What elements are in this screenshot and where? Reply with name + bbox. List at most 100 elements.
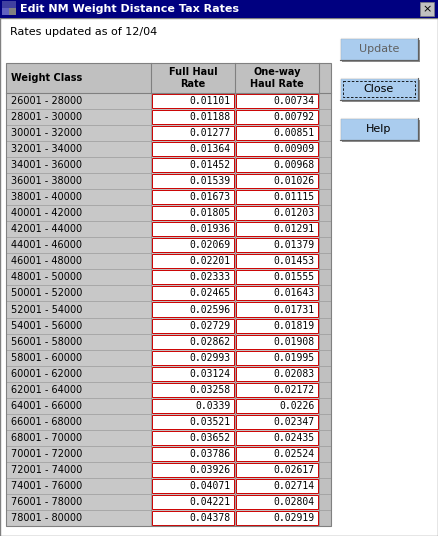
Text: 46001 - 48000: 46001 - 48000 <box>11 256 82 266</box>
Bar <box>236 174 318 188</box>
Text: 34001 - 36000: 34001 - 36000 <box>11 160 82 170</box>
Bar <box>6 333 151 349</box>
Bar <box>319 254 331 270</box>
Bar <box>6 366 151 382</box>
Bar <box>6 141 151 157</box>
Bar <box>319 301 331 317</box>
Bar <box>236 239 318 252</box>
Text: 0.01643: 0.01643 <box>274 288 315 299</box>
Bar <box>319 398 331 414</box>
Text: 74001 - 76000: 74001 - 76000 <box>11 481 82 491</box>
Text: 78001 - 80000: 78001 - 80000 <box>11 513 82 523</box>
Bar <box>236 110 318 124</box>
Text: 58001 - 60000: 58001 - 60000 <box>11 353 82 363</box>
Bar <box>6 398 151 414</box>
Bar <box>340 38 418 60</box>
Bar <box>152 334 234 348</box>
Text: 0.01364: 0.01364 <box>190 144 231 154</box>
Text: 26001 - 28000: 26001 - 28000 <box>11 96 82 106</box>
Bar <box>6 414 151 430</box>
Bar <box>6 349 151 366</box>
Text: Update: Update <box>359 44 399 54</box>
Bar <box>319 286 331 301</box>
Bar <box>236 495 318 509</box>
Bar <box>236 431 318 445</box>
Text: 0.0339: 0.0339 <box>196 401 231 411</box>
Bar <box>319 125 331 141</box>
Bar <box>236 479 318 493</box>
Bar <box>152 495 234 509</box>
Bar <box>319 478 331 494</box>
Text: 0.02862: 0.02862 <box>190 337 231 347</box>
Text: 0.02596: 0.02596 <box>190 304 231 315</box>
Bar <box>6 462 151 478</box>
Text: 0.02347: 0.02347 <box>274 417 315 427</box>
Text: 0.02714: 0.02714 <box>274 481 315 491</box>
Bar <box>152 94 234 108</box>
Text: 0.01115: 0.01115 <box>274 192 315 202</box>
Text: 0.02083: 0.02083 <box>274 369 315 378</box>
Bar <box>6 430 151 446</box>
Bar <box>6 93 151 109</box>
Bar <box>0 0 438 18</box>
Text: 0.01995: 0.01995 <box>274 353 315 363</box>
Bar <box>342 80 420 102</box>
Text: 0.01291: 0.01291 <box>274 224 315 234</box>
Text: 54001 - 56000: 54001 - 56000 <box>11 321 82 331</box>
Text: 0.02172: 0.02172 <box>274 385 315 394</box>
Text: 0.02465: 0.02465 <box>190 288 231 299</box>
Bar <box>319 157 331 173</box>
Text: 52001 - 54000: 52001 - 54000 <box>11 304 82 315</box>
Text: 0.02919: 0.02919 <box>274 513 315 523</box>
Bar <box>152 255 234 269</box>
Bar <box>152 367 234 381</box>
Bar <box>152 190 234 204</box>
Text: 36001 - 38000: 36001 - 38000 <box>11 176 82 186</box>
Bar <box>152 158 234 172</box>
Text: 0.03926: 0.03926 <box>190 465 231 475</box>
Bar <box>152 383 234 397</box>
Text: 62001 - 64000: 62001 - 64000 <box>11 385 82 394</box>
Text: 50001 - 52000: 50001 - 52000 <box>11 288 82 299</box>
Bar <box>343 81 415 97</box>
Bar <box>152 110 234 124</box>
Text: Full Haul
Rate: Full Haul Rate <box>169 67 217 89</box>
Text: 60001 - 62000: 60001 - 62000 <box>11 369 82 378</box>
Text: 0.02201: 0.02201 <box>190 256 231 266</box>
Text: 0.02333: 0.02333 <box>190 272 231 282</box>
Bar <box>6 125 151 141</box>
Bar <box>236 255 318 269</box>
Bar <box>236 367 318 381</box>
Text: 0.04378: 0.04378 <box>190 513 231 523</box>
Bar <box>6 109 151 125</box>
Bar <box>6 237 151 254</box>
Bar <box>152 511 234 525</box>
Text: 0.01731: 0.01731 <box>274 304 315 315</box>
Text: 0.04071: 0.04071 <box>190 481 231 491</box>
Text: 32001 - 34000: 32001 - 34000 <box>11 144 82 154</box>
Bar <box>2 1 16 8</box>
Bar <box>152 399 234 413</box>
Bar <box>152 479 234 493</box>
Text: 0.01203: 0.01203 <box>274 209 315 218</box>
Bar <box>152 174 234 188</box>
Bar <box>319 93 331 109</box>
Bar <box>6 221 151 237</box>
Bar <box>6 382 151 398</box>
Bar <box>152 142 234 156</box>
Bar <box>236 286 318 301</box>
Bar <box>152 351 234 364</box>
Text: Weight Class: Weight Class <box>11 73 82 83</box>
Bar <box>319 333 331 349</box>
Text: 0.00734: 0.00734 <box>274 96 315 106</box>
Text: 0.03521: 0.03521 <box>190 417 231 427</box>
Text: 0.02524: 0.02524 <box>274 449 315 459</box>
Text: ×: × <box>422 4 432 14</box>
Bar <box>6 446 151 462</box>
Bar <box>319 189 331 205</box>
Bar <box>152 286 234 301</box>
Bar <box>236 383 318 397</box>
Bar <box>236 158 318 172</box>
Bar <box>6 286 151 301</box>
Bar <box>236 511 318 525</box>
